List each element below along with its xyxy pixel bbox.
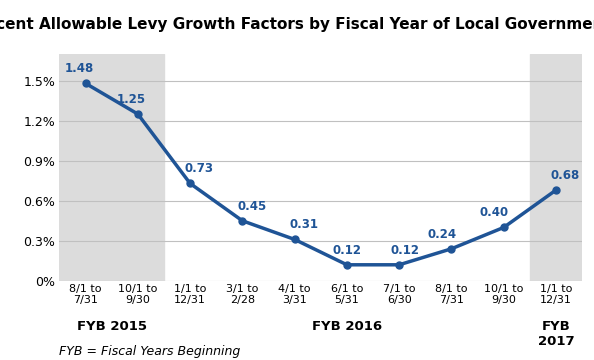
Text: FYB = Fiscal Years Beginning: FYB = Fiscal Years Beginning	[59, 345, 241, 358]
Text: 0.12: 0.12	[391, 244, 420, 257]
Text: FYB
2017: FYB 2017	[538, 320, 574, 348]
Text: 0.73: 0.73	[185, 162, 214, 175]
Text: 0.40: 0.40	[480, 206, 509, 220]
Text: 0.68: 0.68	[551, 169, 580, 182]
Text: FYB 2015: FYB 2015	[77, 320, 147, 333]
Text: 1.25: 1.25	[117, 93, 146, 106]
Bar	[59, 54, 164, 281]
Text: FYB 2016: FYB 2016	[312, 320, 382, 333]
Text: 0.45: 0.45	[237, 200, 266, 213]
Text: 0.31: 0.31	[289, 219, 318, 231]
Text: 0.24: 0.24	[428, 228, 457, 241]
Text: 0.12: 0.12	[333, 244, 361, 257]
Bar	[530, 54, 582, 281]
Text: Recent Allowable Levy Growth Factors by Fiscal Year of Local Governments: Recent Allowable Levy Growth Factors by …	[0, 17, 594, 32]
Text: 1.48: 1.48	[65, 62, 94, 75]
